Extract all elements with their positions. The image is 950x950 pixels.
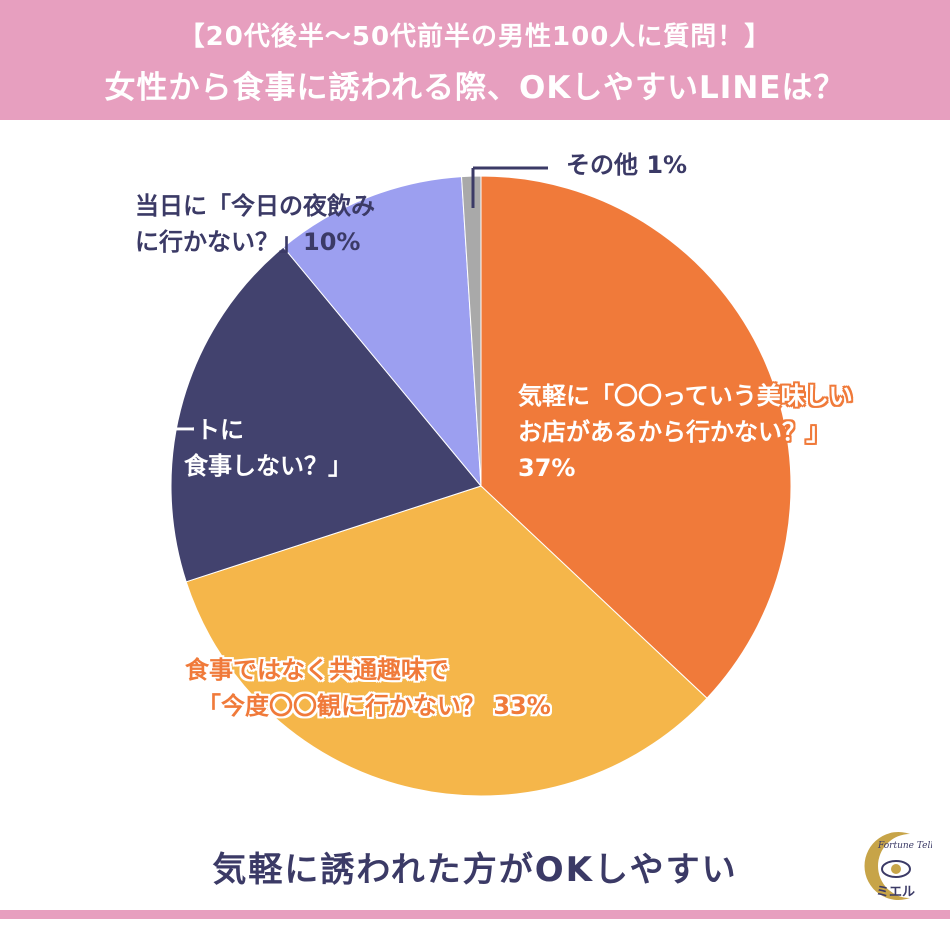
header-subtitle: 【20代後半〜50代前半の男性100人に質問！】	[178, 22, 772, 52]
slice-label-casual: 気軽に「〇〇っていう美味しい お店があるから行かない？」 37%	[518, 382, 853, 482]
header-banner: 【20代後半〜50代前半の男性100人に質問！】 女性から食事に誘われる際、OK…	[0, 0, 950, 120]
pie-slice-casual	[480, 175, 792, 699]
pie-slice-sameday	[282, 176, 482, 488]
slice-label-sameday: 当日に「今日の夜飲み に行かない？」10%	[135, 192, 375, 256]
pie-slice-straight	[170, 246, 482, 583]
svg-text:ミエル: ミエル	[876, 885, 915, 900]
other-leader-line	[471, 166, 548, 208]
header-title: 女性から食事に誘われる際、OKしやすいLINEは？	[104, 70, 846, 106]
slice-label-other: その他 1%	[566, 151, 688, 179]
slice-label-hobby: 食事ではなく共通趣味で 「今度〇〇観に行かない？ 33%	[185, 656, 551, 720]
pie-slice-hobby	[185, 485, 708, 797]
svg-text:Fortune Teller: Fortune Teller	[877, 841, 932, 851]
fortune-teller-logo: Fortune Teller ミエル	[864, 832, 932, 900]
conclusion-text: 気軽に誘われた方がOKしやすい	[212, 850, 738, 890]
pie-slice-other	[461, 175, 482, 487]
footer-bar	[0, 910, 950, 919]
slice-label-straight: ストレートに 「週末、食事しない？」 19%	[88, 416, 352, 516]
